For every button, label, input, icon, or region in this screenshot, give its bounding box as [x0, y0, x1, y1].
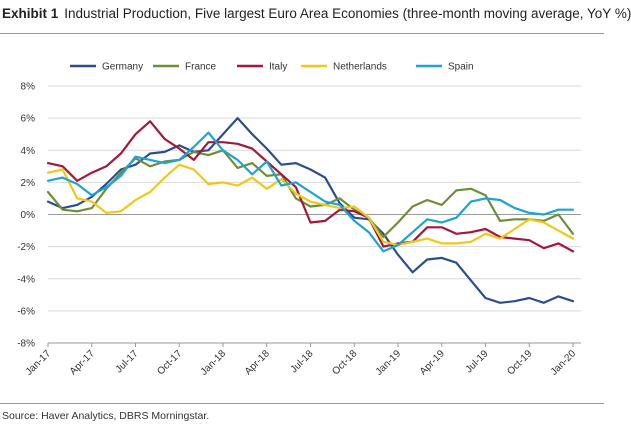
title-divider	[0, 33, 604, 34]
x-tick-label: Jan-20	[549, 348, 579, 378]
source-note: Source: Haver Analytics, DBRS Morningsta…	[2, 410, 210, 422]
x-tick-label: Oct-19	[505, 348, 534, 377]
legend-label-netherlands: Netherlands	[333, 62, 387, 73]
x-tick-label: Apr-18	[243, 348, 272, 377]
series-line-italy	[46, 120, 575, 253]
series-lines	[46, 116, 575, 304]
y-tick-label: 6%	[21, 114, 36, 125]
x-tick-label: Jul-17	[114, 348, 141, 375]
x-tick-label: Jul-19	[464, 348, 491, 375]
title-text: Industrial Production, Five largest Euro…	[64, 6, 631, 21]
x-tick-label: Oct-17	[155, 348, 184, 377]
y-tick-label: 0%	[21, 210, 36, 221]
legend-label-france: France	[185, 62, 217, 73]
x-tick-label: Jul-18	[289, 348, 316, 375]
legend-label-italy: Italy	[269, 62, 287, 73]
x-tick-label: Apr-17	[68, 348, 97, 377]
series-line-france	[46, 149, 575, 239]
y-tick-label: 4%	[21, 146, 36, 157]
x-tick-label: Jan-19	[374, 348, 404, 378]
y-axis-ticks: 8% 6% 4% 2% 0% -2% -4% -6% -8%	[17, 82, 35, 350]
x-tick-label: Apr-19	[418, 348, 447, 377]
x-tick-label: Jan-17	[24, 348, 54, 378]
y-tick-label: -6%	[17, 306, 35, 317]
y-tick-label: -2%	[17, 242, 35, 253]
y-tick-label: -4%	[17, 274, 35, 285]
line-chart: 8% 6% 4% 2% 0% -2% -4% -6% -8% Jan-17 Apr-17 Jul-1…	[17, 62, 581, 378]
y-tick-label: 2%	[21, 178, 36, 189]
legend-label-germany: Germany	[102, 62, 143, 73]
series-line-netherlands	[46, 163, 575, 247]
exhibit-label: Exhibit 1	[2, 6, 59, 21]
legend-label-spain: Spain	[448, 62, 474, 73]
x-axis: Jan-17 Apr-17 Jul-17 Oct-17 Jan-18 Apr-18 Jul-…	[24, 342, 581, 378]
gridlines	[48, 85, 581, 344]
legend: Germany France Italy Netherlands Spain	[70, 62, 474, 73]
x-tick-label: Jan-18	[199, 348, 229, 378]
series-line-germany	[46, 116, 575, 304]
y-tick-label: -8%	[17, 339, 35, 350]
series-line-spain	[46, 131, 575, 253]
x-tick-label: Oct-18	[330, 348, 359, 377]
chart-title: Exhibit 1 Industrial Production, Five lar…	[2, 6, 631, 21]
footer-divider	[0, 403, 604, 404]
y-tick-label: 8%	[21, 82, 36, 93]
